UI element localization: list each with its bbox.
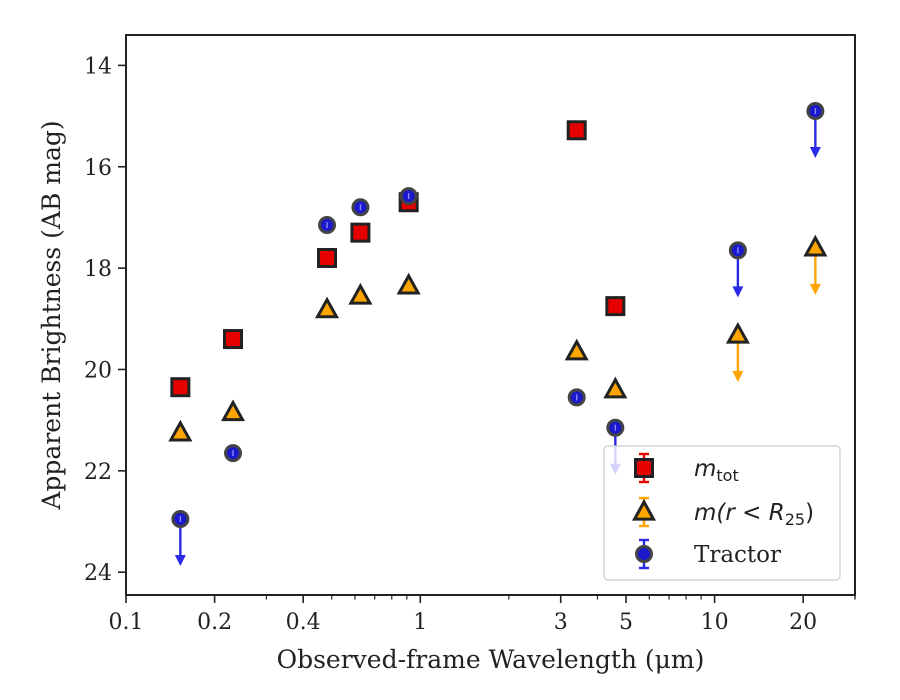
plot-area	[168, 102, 828, 566]
x-tick-label: 20	[789, 610, 817, 635]
x-tick-label: 0.4	[286, 610, 321, 635]
plot-frame	[125, 34, 856, 596]
x-tick-label: 3	[554, 610, 568, 635]
x-tick-label: 10	[701, 610, 729, 635]
x-tick-label: 0.1	[109, 610, 144, 635]
x-tick-label: 0.2	[197, 610, 232, 635]
legend-label-0: mtot	[694, 456, 739, 485]
legend-marker-triangle	[631, 498, 657, 521]
x-axis-title: Observed-frame Wavelength (μm)	[277, 645, 705, 674]
legend-label-1: m(r < R25)	[694, 500, 814, 529]
legend: mtot m(r < R25) Tractor	[603, 445, 841, 581]
y-tick-label: 20	[84, 358, 112, 383]
y-tick-label: 14	[84, 54, 112, 79]
legend-marker-circle	[635, 545, 653, 563]
legend-box	[603, 445, 841, 581]
y-axis-title: Apparent Brightness (AB mag)	[37, 120, 66, 510]
y-tick-label: 18	[84, 257, 112, 282]
legend-marker-square	[634, 458, 654, 478]
legend-label-2: Tractor	[694, 542, 781, 568]
y-tick-label: 22	[84, 460, 112, 485]
axes: 0.1 0.2 0.4 1 3 5 10 20 14 16 18 20 22 24	[84, 34, 856, 635]
y-tick-label: 24	[84, 561, 112, 586]
x-tick-label: 1	[413, 610, 427, 635]
x-tick-label: 5	[619, 610, 633, 635]
y-tick-label: 16	[84, 156, 112, 181]
